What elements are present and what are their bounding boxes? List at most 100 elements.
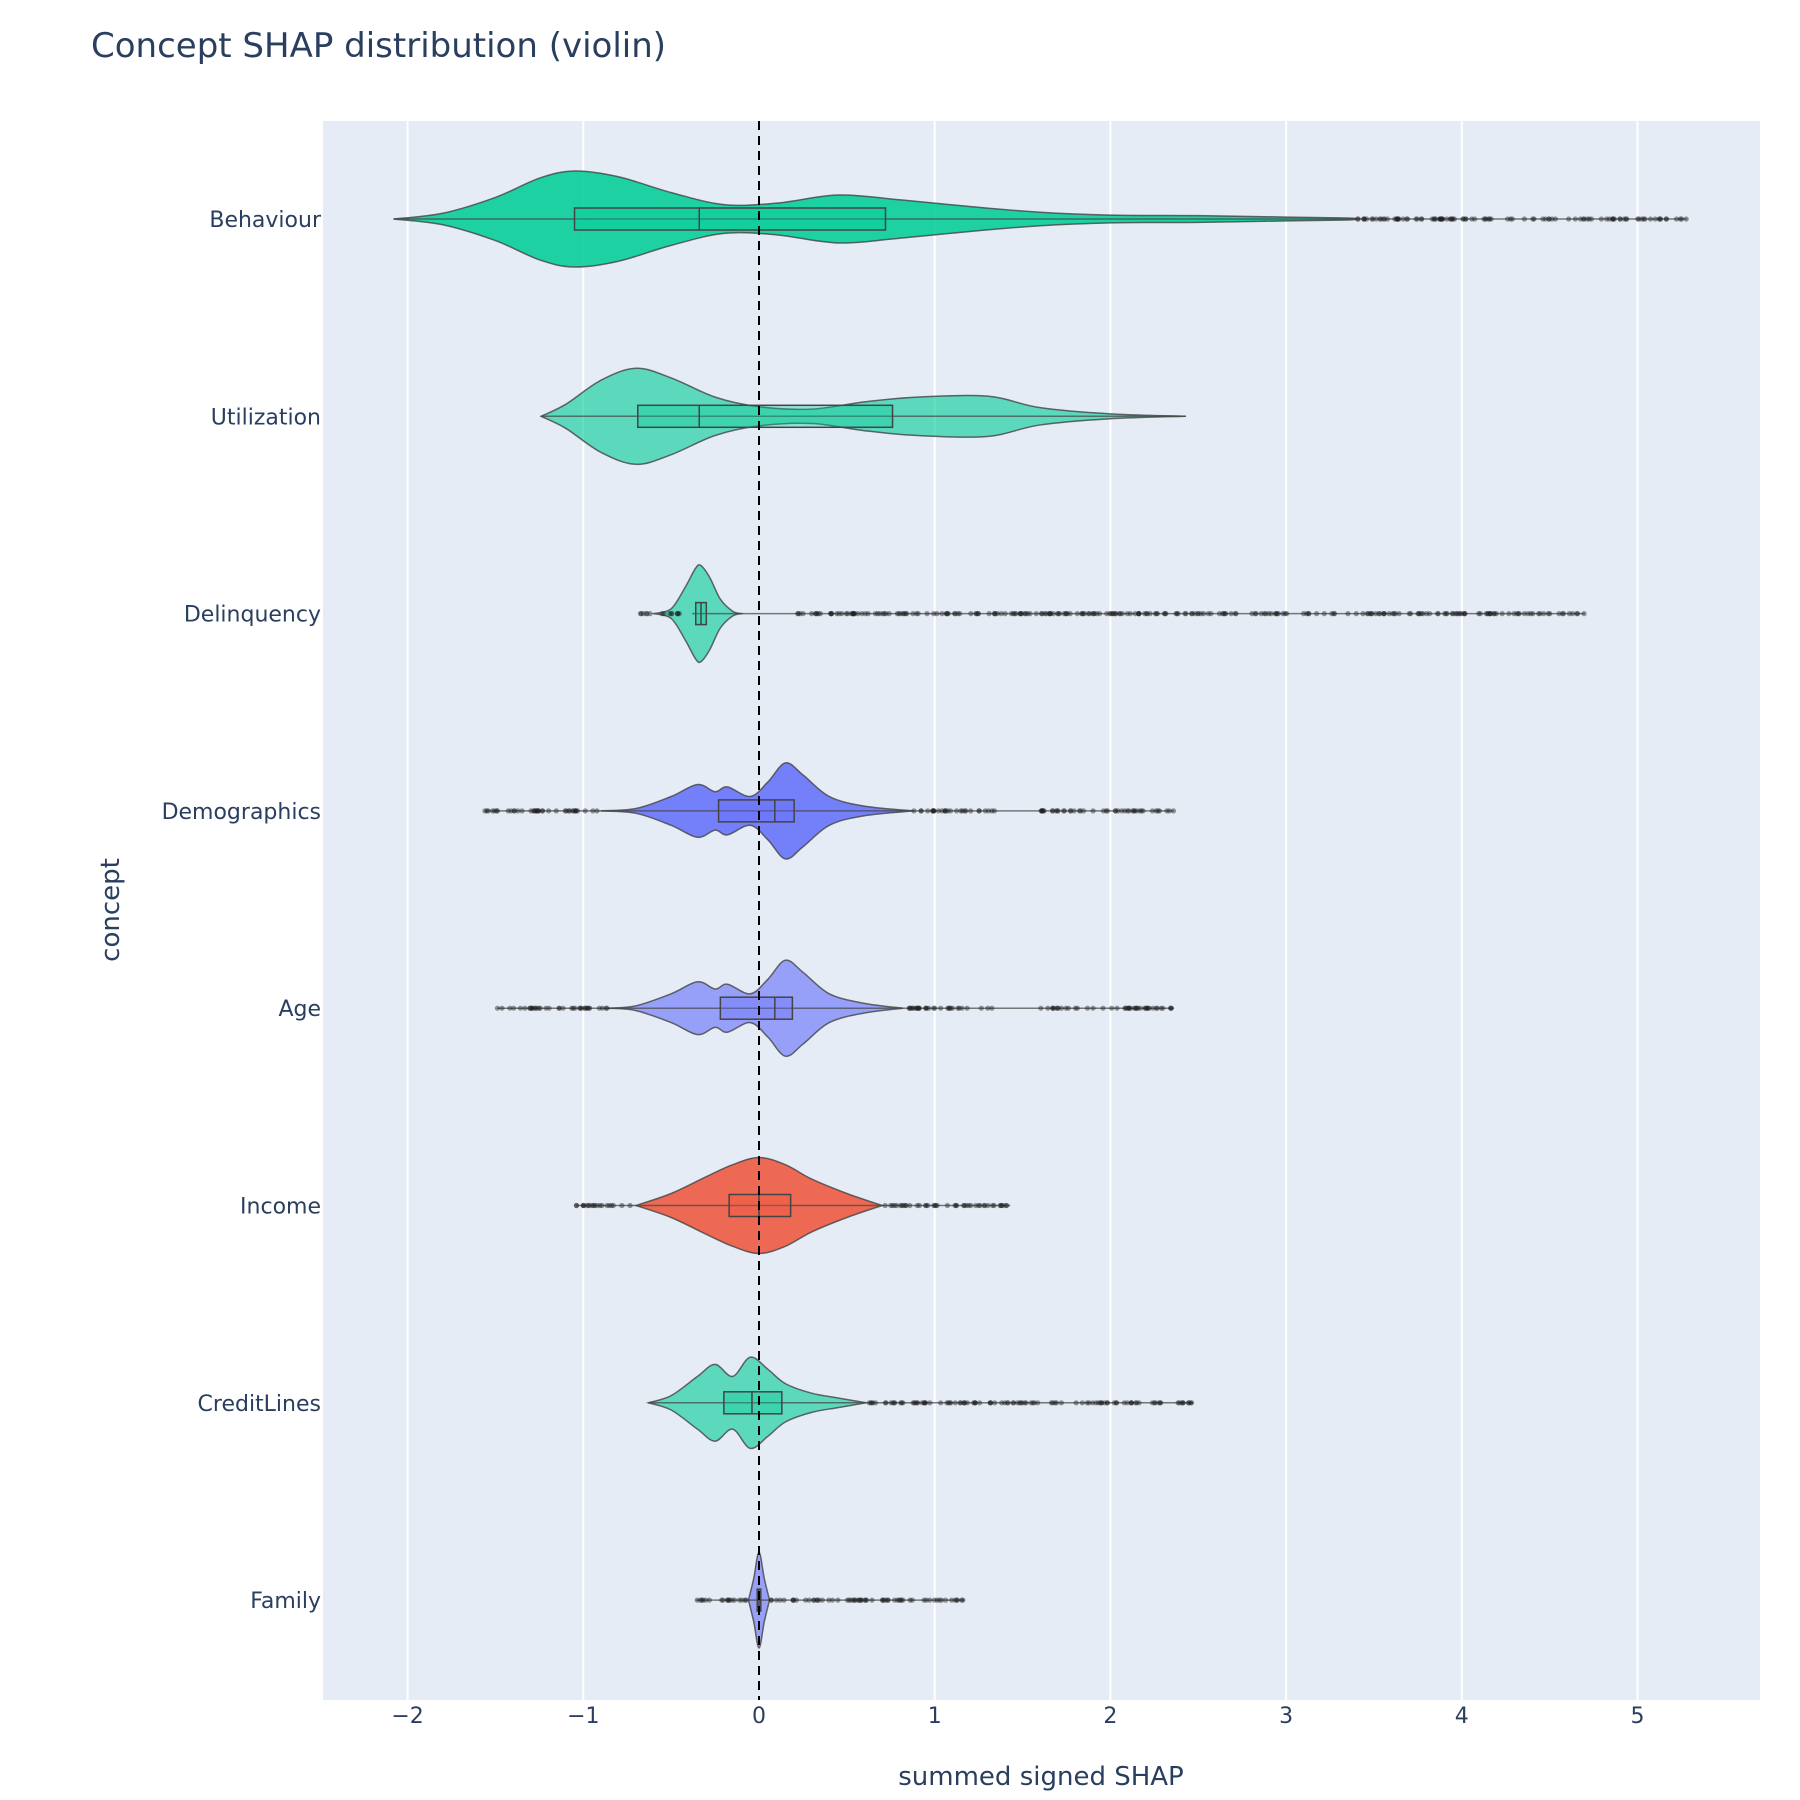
outlier-point xyxy=(1042,611,1048,617)
outlier-point xyxy=(1188,611,1195,617)
outlier-point xyxy=(968,1202,974,1209)
outlier-point xyxy=(989,1005,995,1011)
outlier-point xyxy=(584,1202,590,1209)
outlier-point xyxy=(848,611,854,617)
outlier-point xyxy=(846,1597,852,1603)
outlier-point xyxy=(923,1400,929,1406)
outlier-point xyxy=(529,1005,535,1011)
outlier-point xyxy=(1396,611,1402,617)
outlier-point xyxy=(843,611,850,617)
violin-behaviour xyxy=(393,170,1689,268)
outlier-point xyxy=(814,611,820,617)
outlier-point xyxy=(1144,611,1150,617)
outlier-point xyxy=(1329,611,1335,617)
outlier-point xyxy=(1050,808,1056,814)
outlier-point xyxy=(819,1597,825,1603)
outlier-point xyxy=(1476,611,1482,617)
outlier-point xyxy=(1345,611,1351,617)
outlier-point xyxy=(1100,1005,1106,1011)
outlier-point xyxy=(1623,216,1629,222)
outlier-point xyxy=(1663,216,1669,222)
outlier-point xyxy=(584,1005,591,1011)
outlier-point xyxy=(968,611,974,617)
outlier-point xyxy=(978,1005,984,1011)
outlier-point xyxy=(638,611,644,617)
outlier-point xyxy=(1373,216,1379,222)
outlier-point xyxy=(921,1597,927,1603)
outlier-point xyxy=(931,1597,938,1603)
outlier-point xyxy=(989,808,995,814)
outlier-point xyxy=(923,1005,929,1011)
outlier-point xyxy=(739,1597,745,1603)
outlier-point xyxy=(706,1597,712,1603)
outlier-point xyxy=(1156,808,1163,814)
outlier-point xyxy=(1442,611,1448,617)
outlier-point xyxy=(1418,611,1425,617)
outlier-point xyxy=(1008,611,1015,617)
outlier-point xyxy=(1090,808,1096,814)
outlier-point xyxy=(1157,1400,1163,1406)
x-tick-label: 0 xyxy=(752,1704,766,1729)
outlier-point xyxy=(556,1005,562,1011)
outlier-point xyxy=(1078,808,1084,814)
outlier-point xyxy=(1112,808,1118,814)
outlier-point xyxy=(859,1597,865,1603)
outlier-point xyxy=(868,1400,874,1406)
outlier-point xyxy=(882,1400,888,1406)
outlier-point xyxy=(529,1005,535,1011)
outlier-point xyxy=(534,1005,540,1011)
outlier-point xyxy=(800,611,806,617)
outlier-point xyxy=(856,1597,862,1603)
outlier-point xyxy=(1080,611,1086,617)
outlier-point xyxy=(1663,216,1670,222)
outlier-point xyxy=(1472,216,1478,222)
violin-age xyxy=(494,959,1175,1058)
y-tick-label: CreditLines xyxy=(198,1392,321,1417)
outlier-point xyxy=(945,808,951,814)
outlier-point xyxy=(964,1400,970,1406)
outlier-point xyxy=(1378,216,1384,222)
outlier-point xyxy=(915,1005,921,1011)
outlier-point xyxy=(1431,216,1438,222)
outlier-point xyxy=(898,1597,905,1603)
outlier-point xyxy=(915,1005,922,1011)
outlier-point xyxy=(1444,216,1450,222)
outlier-point xyxy=(923,1005,930,1011)
outlier-point xyxy=(578,1005,584,1011)
outlier-point xyxy=(1035,1400,1041,1406)
outlier-point xyxy=(850,1597,856,1603)
outlier-point xyxy=(1114,1005,1120,1011)
outlier-point xyxy=(868,1400,875,1406)
outlier-point xyxy=(1440,216,1446,222)
outlier-point xyxy=(492,808,498,814)
outlier-point xyxy=(619,1202,625,1209)
outlier-point xyxy=(988,1400,994,1406)
outlier-point xyxy=(484,808,490,814)
outlier-point xyxy=(894,1202,900,1209)
outlier-point xyxy=(1282,611,1288,617)
outlier-point xyxy=(1054,611,1061,617)
outlier-point xyxy=(1015,1400,1021,1406)
outlier-point xyxy=(1113,1400,1120,1406)
outlier-point xyxy=(729,1597,735,1603)
outlier-point xyxy=(901,611,907,617)
outlier-point xyxy=(1404,216,1410,222)
outlier-point xyxy=(992,611,998,617)
outlier-point xyxy=(1147,611,1153,617)
outlier-point xyxy=(1610,216,1616,222)
outlier-point xyxy=(945,611,951,617)
outlier-point xyxy=(1437,216,1443,222)
outlier-point xyxy=(1461,611,1468,617)
outlier-point xyxy=(916,1005,922,1011)
outlier-point xyxy=(835,1597,841,1603)
outlier-point xyxy=(700,1597,706,1603)
outlier-point xyxy=(942,1597,949,1603)
outlier-point xyxy=(1552,216,1559,222)
outlier-point xyxy=(911,808,917,814)
outlier-point xyxy=(674,611,681,617)
outlier-point xyxy=(1509,216,1515,222)
outlier-point xyxy=(720,1597,726,1603)
outlier-point xyxy=(1488,216,1494,222)
outlier-point xyxy=(570,1005,576,1011)
outlier-point xyxy=(580,1202,587,1209)
